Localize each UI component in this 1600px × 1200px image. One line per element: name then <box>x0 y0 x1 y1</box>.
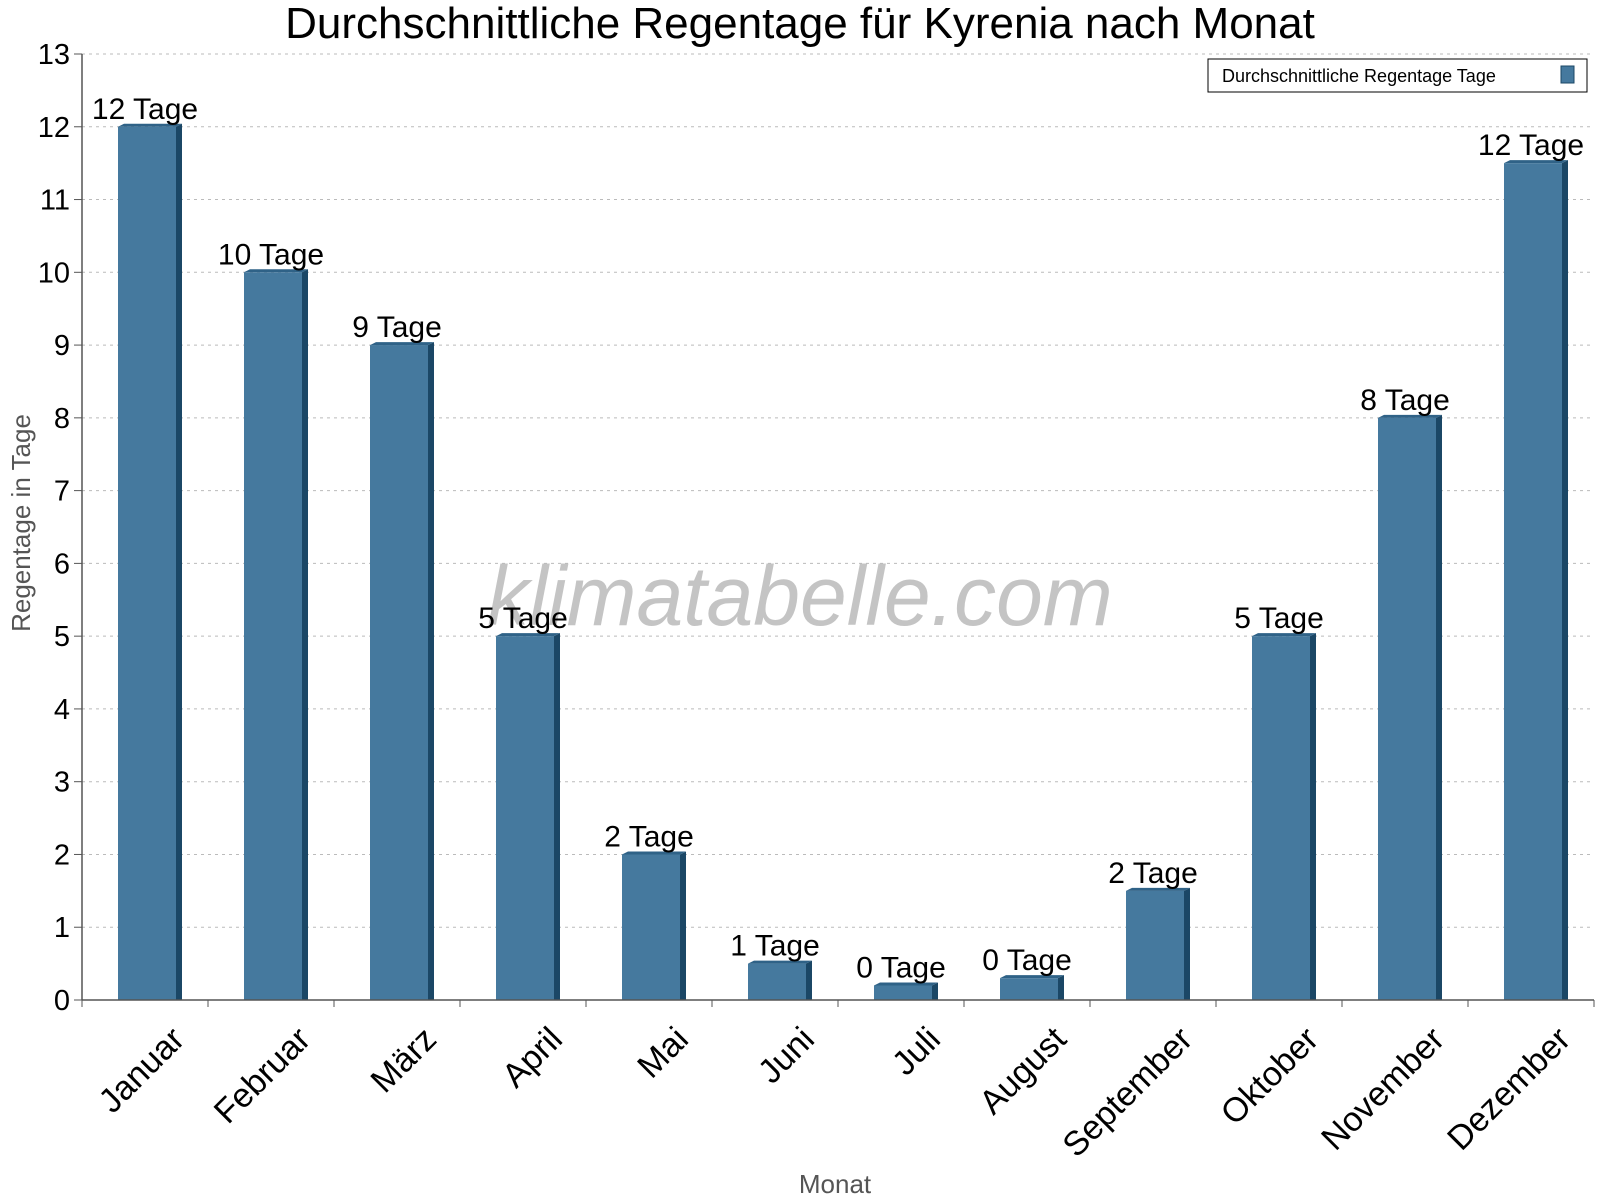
bars <box>118 123 1568 1001</box>
bar-side <box>1310 633 1316 1000</box>
y-tick-label: 8 <box>54 403 70 435</box>
y-tick-label: 6 <box>54 548 70 580</box>
x-tick-label: Oktober <box>1213 1020 1325 1132</box>
y-tick-label: 4 <box>54 694 70 726</box>
bar-side <box>806 960 812 1000</box>
data-label: 2 Tage <box>604 820 694 853</box>
x-tick-label: November <box>1314 1020 1452 1158</box>
bar-side <box>680 851 686 1000</box>
data-label: 10 Tage <box>218 238 324 271</box>
bar-top <box>370 342 434 346</box>
bar-side <box>932 982 938 1000</box>
data-label: 1 Tage <box>730 930 820 963</box>
y-tick-label: 10 <box>38 257 70 289</box>
bar-front <box>1504 163 1562 1001</box>
y-axis-label: Regentage in Tage <box>6 414 36 632</box>
bar-front <box>118 126 176 1001</box>
bar-front <box>496 636 554 1000</box>
bar-juni <box>748 960 812 1000</box>
bar-front <box>370 345 428 1001</box>
bar-front <box>874 985 932 1000</box>
bar-top <box>874 982 938 986</box>
data-label: 12 Tage <box>92 93 198 126</box>
bar-side <box>1184 887 1190 1000</box>
x-axis-label: Monat <box>799 1169 872 1199</box>
data-label: 12 Tage <box>1478 129 1584 162</box>
legend-swatch <box>1560 65 1575 84</box>
bar-april <box>496 633 560 1000</box>
bar-märz <box>370 342 434 1001</box>
bar-front <box>1252 636 1310 1000</box>
bar-top <box>1378 414 1442 418</box>
data-label: 0 Tage <box>856 951 946 984</box>
y-tick-label: 5 <box>54 621 70 653</box>
y-tick-label: 9 <box>54 330 70 362</box>
y-tick-label: 13 <box>38 39 70 71</box>
watermark: klimatabelle.com <box>487 549 1113 643</box>
x-tick-label: März <box>364 1020 444 1100</box>
bar-top <box>244 269 308 273</box>
x-tick-label: Januar <box>92 1020 192 1120</box>
bar-mai <box>622 851 686 1000</box>
y-tick-label: 2 <box>54 839 70 871</box>
bar-side <box>1436 414 1442 1000</box>
bar-top <box>1126 887 1190 891</box>
bar-side <box>1058 975 1064 1000</box>
data-label: 9 Tage <box>352 311 442 344</box>
bar-november <box>1378 414 1442 1000</box>
legend: Durchschnittliche Regentage Tage <box>1207 58 1588 93</box>
data-label: 8 Tage <box>1360 384 1450 417</box>
data-label: 0 Tage <box>982 944 1072 977</box>
bar-front <box>1000 978 1058 1000</box>
bar-front <box>1126 890 1184 1000</box>
bar-side <box>554 633 560 1000</box>
bar-top <box>118 123 182 127</box>
y-tick-label: 11 <box>40 185 70 217</box>
y-tick-label: 3 <box>54 767 70 799</box>
bar-juli <box>874 982 938 1000</box>
data-label: 5 Tage <box>478 602 568 635</box>
bar-top <box>1504 160 1568 164</box>
bar-top <box>496 633 560 637</box>
y-tick-label: 0 <box>54 985 70 1017</box>
bar-side <box>176 123 182 1001</box>
bar-front <box>748 963 806 1000</box>
data-label: 2 Tage <box>1108 857 1198 890</box>
bar-side <box>428 342 434 1001</box>
bar-september <box>1126 887 1190 1000</box>
bar-oktober <box>1252 633 1316 1000</box>
bar-januar <box>118 123 182 1001</box>
data-labels: 12 Tage 10 Tage 9 Tage 5 Tage 2 Tage 1 Tage 0 … <box>92 93 1584 985</box>
bar-side <box>302 269 308 1000</box>
y-tick-label: 12 <box>38 112 70 144</box>
y-tick-label: 1 <box>54 912 70 944</box>
x-tick-label: Juli <box>885 1020 948 1083</box>
bar-front <box>622 854 680 1000</box>
bar-top <box>622 851 686 855</box>
bar-front <box>1378 417 1436 1000</box>
grid-lines <box>82 53 1594 928</box>
legend-box <box>1207 58 1588 93</box>
bar-front <box>244 272 302 1000</box>
x-tick-label: August <box>972 1020 1074 1122</box>
x-tick-label: April <box>495 1020 570 1095</box>
bar-top <box>1000 975 1064 979</box>
x-tick-label: September <box>1055 1020 1199 1164</box>
legend-label: Durchschnittliche Regentage Tage <box>1222 66 1496 86</box>
x-tick-label: Februar <box>207 1020 318 1131</box>
x-tick-label: Mai <box>630 1020 696 1086</box>
bar-top <box>1252 633 1316 637</box>
bar-februar <box>244 269 308 1000</box>
chart-title: Durchschnittliche Regentage für Kyrenia … <box>285 0 1315 48</box>
bar-top <box>748 960 812 964</box>
bar-dezember <box>1504 160 1568 1001</box>
y-tick-label: 7 <box>54 476 70 508</box>
x-tick-label: Juni <box>751 1020 822 1091</box>
bar-side <box>1562 160 1568 1001</box>
x-tick-label: Dezember <box>1440 1020 1578 1158</box>
data-label: 5 Tage <box>1234 602 1324 635</box>
bar-august <box>1000 975 1064 1000</box>
